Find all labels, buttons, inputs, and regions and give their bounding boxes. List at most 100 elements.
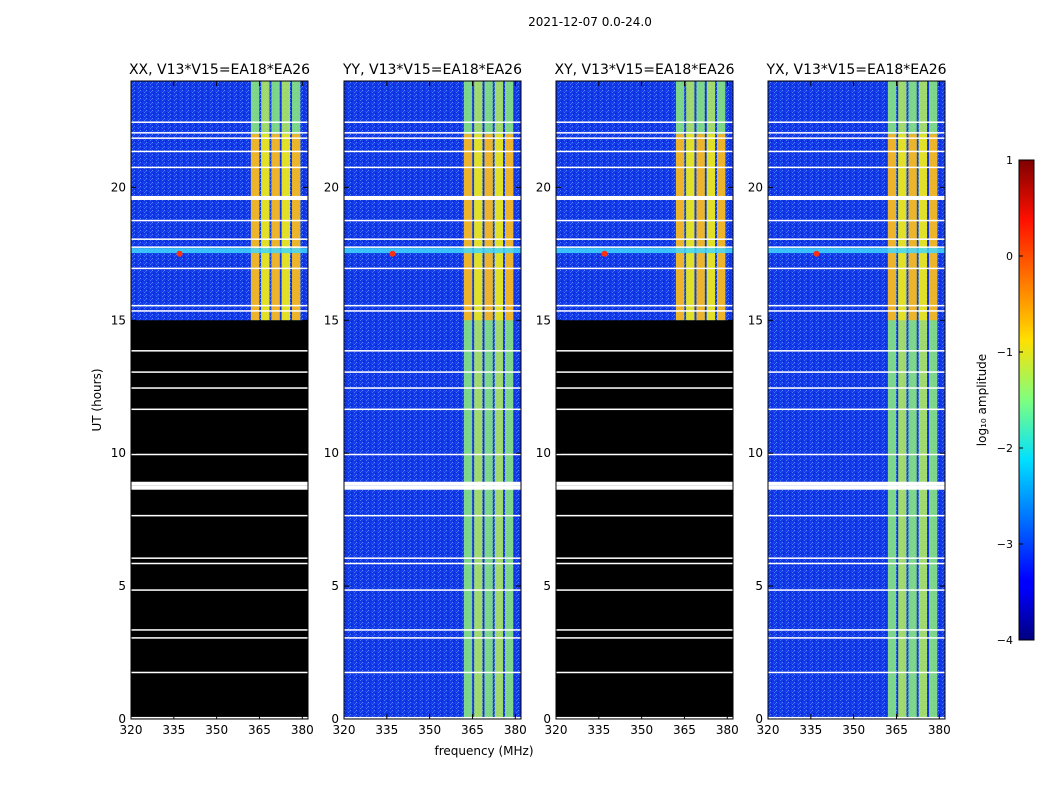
flagged-row [344,121,521,123]
flagged-row [768,716,945,719]
flagged-row [131,629,308,631]
flagged-row [344,304,521,307]
flagged-row [768,387,945,389]
no-data-region [131,320,308,719]
colorbar-label: log₁₀ amplitude [975,354,989,446]
flagged-row [344,371,521,373]
y-tick-label: 0 [543,712,551,726]
panel-title: XY, V13*V15=EA18*EA26 [554,62,734,78]
flagged-row [556,310,733,312]
y-tick-label: 0 [118,712,126,726]
rfi-line [131,248,308,254]
flagged-row [768,246,945,248]
rfi-band-column [505,81,514,719]
flagged-row [556,150,733,153]
flagged-row [131,350,308,352]
rfi-band-column [463,81,473,719]
flagged-row [344,132,521,134]
rfi-band-hot [261,134,270,321]
flagged-row [131,716,308,719]
flagged-row [556,166,733,169]
rfi-spot [601,250,608,257]
flagged-row [131,485,308,490]
flagged-row [556,267,733,270]
flagged-row [344,589,521,591]
flagged-row [344,150,521,153]
flagged-row [131,310,308,312]
flagged-row [344,310,521,312]
y-tick-label: 5 [331,579,339,593]
rfi-band-hot [706,134,716,321]
flagged-row [131,195,308,200]
flagged-row [556,371,733,373]
y-tick-label: 10 [748,446,763,460]
rfi-band-hot [484,134,493,321]
y-tick-label: 10 [324,446,339,460]
y-tick-label: 15 [748,313,763,327]
flagged-row [131,246,308,248]
flagged-row [556,481,733,486]
rfi-band-column [929,81,938,719]
flagged-row [344,246,521,248]
panel-title: YX, V13*V15=EA18*EA26 [765,62,946,78]
flagged-row [131,219,308,222]
x-tick-label: 320 [333,723,356,737]
colorbar-gradient [1018,159,1035,641]
rfi-band-column [898,81,907,719]
y-tick-label: 5 [755,579,763,593]
flagged-row [344,485,521,490]
flagged-row [131,121,308,123]
flagged-row [344,562,521,565]
flagged-row [768,408,945,411]
flagged-row [556,408,733,411]
flagged-row [131,166,308,169]
rfi-band-hot [494,134,504,321]
x-tick-label: 380 [504,723,527,737]
rfi-line [344,248,521,254]
flagged-row [556,132,733,134]
x-tick-label: 335 [162,723,185,737]
rfi-band-column [484,81,493,719]
panel-heatmap [768,81,945,719]
flagged-row [556,195,733,200]
x-tick-label: 365 [673,723,696,737]
rfi-band-column [908,81,917,719]
x-tick-label: 350 [842,723,865,737]
flagged-row [344,350,521,352]
y-tick-label: 20 [748,180,763,194]
y-tick-label: 20 [324,180,339,194]
y-tick-label: 15 [111,313,126,327]
y-tick-label: 20 [536,180,551,194]
flagged-row [556,219,733,222]
flagged-row [556,514,733,517]
flagged-row [131,481,308,486]
panel-heatmap [344,81,521,719]
flagged-row [556,485,733,490]
flagged-row [344,629,521,631]
y-tick-label: 5 [118,579,126,593]
figure-title: 2021-12-07 0.0-24.0 [528,15,652,29]
flagged-row [768,481,945,486]
flagged-row [556,453,733,456]
flagged-row [556,637,733,639]
flagged-row [131,132,308,134]
panel-3: YX, V13*V15=EA18*EA26 320 335 350 365 380 0 5 10… [748,62,951,737]
flagged-row [768,350,945,352]
flagged-row [344,137,521,139]
no-data-region [556,320,733,719]
x-tick-label: 365 [461,723,484,737]
flagged-row [768,121,945,123]
x-tick-label: 320 [545,723,568,737]
rfi-band-column [494,81,504,719]
panel-frame [555,80,734,720]
flagged-row [768,310,945,312]
flagged-row [344,514,521,517]
rfi-band-hot [281,134,291,321]
flagged-row [768,637,945,639]
flagged-row [556,557,733,559]
flagged-row [556,304,733,307]
x-tick-label: 380 [291,723,314,737]
rfi-spot [389,250,396,257]
flagged-row [556,716,733,719]
